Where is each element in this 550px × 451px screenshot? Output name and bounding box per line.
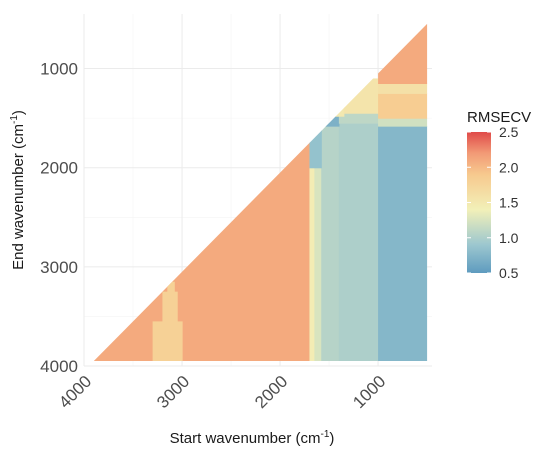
colorbar-tick-label: 1.0 bbox=[499, 230, 519, 246]
heatmap-cell bbox=[324, 103, 345, 117]
heatmap-cell bbox=[338, 113, 379, 124]
heatmap-cell bbox=[343, 78, 379, 114]
colorbar-tick-label: 2.0 bbox=[499, 159, 519, 175]
y-axis-title: End wavenumber (cm-1) bbox=[9, 110, 27, 270]
heatmap-cell bbox=[309, 147, 315, 362]
heatmap-cell bbox=[378, 23, 428, 85]
heatmap-cell bbox=[338, 118, 379, 362]
colorbar-legend: RMSECV 0.5 1.0 1.5 2.0 2.5 bbox=[467, 109, 531, 281]
heatmap-cell bbox=[314, 137, 322, 362]
heatmap-cell bbox=[162, 291, 178, 322]
y-tick-label: 3000 bbox=[40, 258, 78, 277]
x-tick-label: 2000 bbox=[251, 372, 291, 412]
legend-title: RMSECV bbox=[467, 109, 531, 126]
x-tick-label: 4000 bbox=[55, 372, 95, 412]
heatmap-cell bbox=[378, 118, 428, 127]
x-tick-label: 1000 bbox=[349, 372, 389, 412]
x-tick-labels: 4000 3000 2000 1000 bbox=[55, 372, 389, 412]
heatmap-cell bbox=[321, 116, 340, 127]
heatmap-cell bbox=[378, 93, 428, 119]
y-tick-label: 4000 bbox=[40, 357, 78, 376]
heatmap-cell bbox=[167, 281, 175, 293]
heatmap-cell bbox=[309, 126, 322, 169]
colorbar-tick-label: 2.5 bbox=[499, 124, 519, 140]
y-tick-label: 1000 bbox=[40, 60, 78, 79]
x-axis-title: Start wavenumber (cm-1) bbox=[170, 429, 335, 447]
y-tick-labels: 1000 2000 3000 4000 bbox=[40, 60, 78, 376]
heatmap-cell bbox=[93, 23, 311, 362]
colorbar-tick-label: 1.5 bbox=[499, 195, 519, 211]
colorbar-ticks: 0.5 1.0 1.5 2.0 2.5 bbox=[467, 124, 519, 281]
x-tick-label: 3000 bbox=[153, 372, 193, 412]
heatmap-cell bbox=[378, 126, 428, 362]
y-tick-label: 2000 bbox=[40, 159, 78, 178]
heatmap-cell bbox=[152, 321, 183, 362]
heatmap-cell bbox=[378, 83, 428, 94]
heatmap-cell bbox=[321, 123, 340, 362]
colorbar-tick-label: 0.5 bbox=[499, 265, 519, 281]
